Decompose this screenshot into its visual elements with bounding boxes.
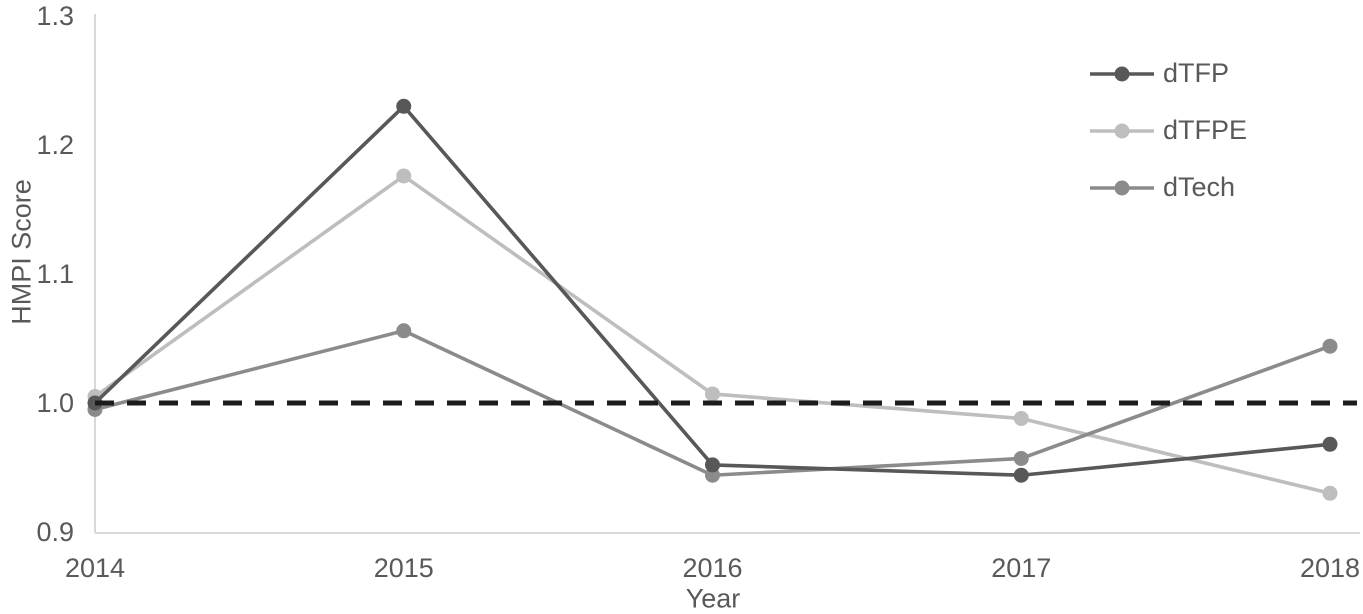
chart-legend: dTFP dTFPE dTech: [1090, 45, 1247, 216]
series-marker-dTFPE: [1013, 410, 1029, 426]
legend-label: dTech: [1163, 172, 1236, 202]
legend-item-dtech: dTech: [1090, 159, 1247, 216]
y-tick-label: 1.1: [36, 259, 74, 289]
legend-marker-icon: [1114, 123, 1130, 138]
y-tick-label: 1.2: [36, 130, 74, 160]
x-tick-label: 2018: [1300, 553, 1360, 583]
legend-swatch-dtech: [1090, 180, 1154, 195]
series-marker-dTech: [705, 467, 720, 483]
y-tick-label: 1.0: [36, 388, 74, 418]
series-marker-dTFPE: [705, 386, 720, 402]
legend-swatch-dtfp: [1090, 66, 1154, 81]
y-tick-label: 0.9: [36, 517, 74, 547]
x-tick-label: 2017: [991, 553, 1051, 583]
y-tick-label: 1.3: [36, 1, 74, 31]
series-marker-dTFP: [1013, 467, 1029, 483]
x-axis-title: Year: [685, 583, 741, 614]
series-marker-dTFPE: [396, 168, 412, 184]
legend-item-dtfpe: dTFPE: [1090, 102, 1247, 159]
series-marker-dTFP: [1322, 436, 1338, 452]
legend-marker-icon: [1114, 180, 1130, 195]
series-marker-dTech: [1013, 450, 1029, 466]
x-tick-label: 2014: [65, 553, 125, 583]
y-axis-title: HMPI Score: [6, 179, 37, 325]
legend-item-dtfp: dTFP: [1090, 45, 1247, 102]
legend-label: dTFPE: [1163, 115, 1248, 145]
legend-label: dTFP: [1163, 58, 1230, 88]
legend-marker-icon: [1114, 66, 1130, 81]
series-marker-dTFP: [705, 457, 720, 473]
series-marker-dTech: [396, 323, 412, 339]
x-tick-label: 2016: [682, 553, 742, 583]
series-marker-dTech: [1322, 338, 1338, 354]
x-tick-label: 2015: [374, 553, 434, 583]
legend-swatch-dtfpe: [1090, 123, 1154, 138]
series-marker-dTFPE: [1322, 485, 1338, 501]
series-marker-dTFP: [396, 98, 412, 114]
